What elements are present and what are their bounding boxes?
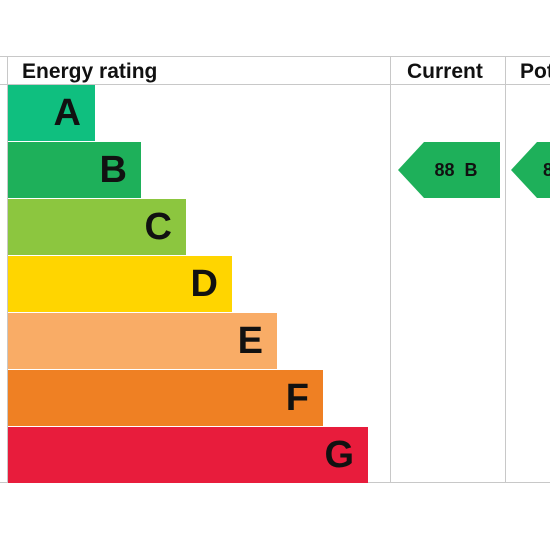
header-bottom-border xyxy=(0,84,550,85)
band-letter-f: F xyxy=(285,377,309,419)
band-g: G xyxy=(8,427,368,483)
band-letter-a: A xyxy=(53,92,81,134)
band-letter-c: C xyxy=(144,206,172,248)
current-header: Current xyxy=(407,60,483,83)
potential-arrow-shape xyxy=(511,142,550,198)
band-c: C xyxy=(8,199,186,255)
band-f: F xyxy=(8,370,323,426)
band-letter-d: D xyxy=(190,263,218,305)
band-letter-e: E xyxy=(237,320,263,362)
current-rating-value: 88 B xyxy=(434,160,478,180)
potential-rating-value: 8 xyxy=(543,160,550,180)
energy-rating-header: Energy rating xyxy=(22,60,158,83)
current-column-divider xyxy=(390,56,391,483)
potential-column-divider xyxy=(505,56,506,483)
band-b: B xyxy=(8,142,141,198)
band-d: D xyxy=(8,256,232,312)
left-border xyxy=(7,56,8,483)
band-a: A xyxy=(8,85,95,141)
band-letter-g: G xyxy=(324,434,354,476)
band-e: E xyxy=(8,313,277,369)
header-top-border xyxy=(0,56,550,57)
current-rating-arrow: 88 B xyxy=(398,142,500,198)
potential-rating-arrow: 8 xyxy=(511,142,550,198)
band-letter-b: B xyxy=(99,149,127,191)
current-arrow-shape xyxy=(398,142,500,198)
potential-header: Pot xyxy=(520,60,550,83)
